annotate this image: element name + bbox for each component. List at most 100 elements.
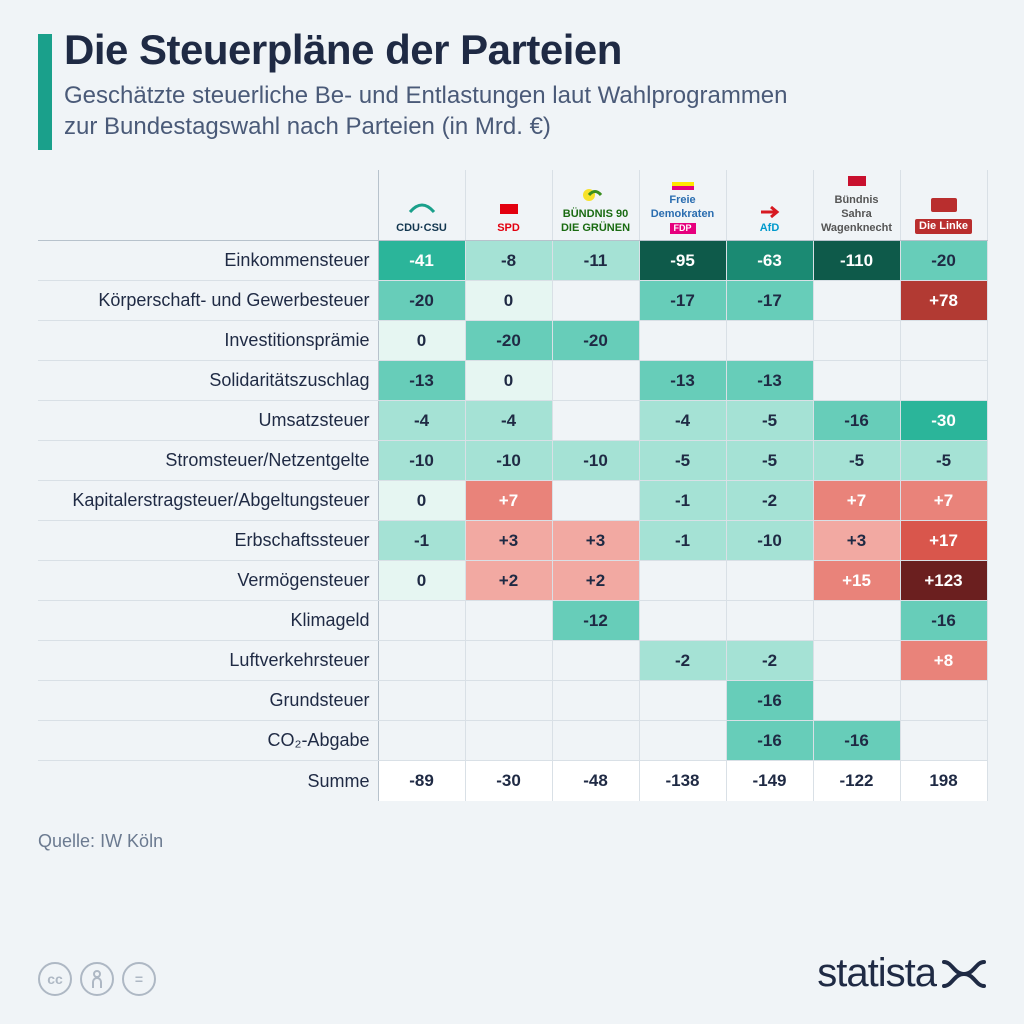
source-line: Quelle: IW Köln (38, 831, 986, 852)
heatmap-table: CDU·CSUSPDBÜNDNIS 90DIE GRÜNENFreieDemok… (38, 170, 988, 801)
page-title: Die Steuerpläne der Parteien (64, 28, 986, 72)
heatmap-cell (639, 601, 726, 641)
heatmap-cell: -16 (726, 721, 813, 761)
party-label: CDU·CSU (396, 223, 447, 234)
heatmap-cell (552, 681, 639, 721)
table-row: Vermögensteuer0+2+2+15+123 (38, 561, 987, 601)
row-label: Umsatzsteuer (38, 401, 378, 441)
footer: cc = statista (38, 951, 986, 996)
heatmap-cell: +3 (813, 521, 900, 561)
heatmap-cell: -12 (552, 601, 639, 641)
party-label: Demokraten (651, 209, 715, 220)
heatmap-cell: -10 (552, 441, 639, 481)
heatmap-cell: -5 (813, 441, 900, 481)
heatmap-cell: -13 (639, 361, 726, 401)
heatmap-cell (378, 601, 465, 641)
table-row: Stromsteuer/Netzentgelte-10-10-10-5-5-5-… (38, 441, 987, 481)
sum-cell: 198 (900, 761, 987, 801)
table-row: Einkommensteuer-41-8-11-95-63-110-20 (38, 241, 987, 281)
heatmap-cell: -20 (378, 281, 465, 321)
party-label: Wagenknecht (821, 223, 892, 234)
heatmap-cell: -5 (900, 441, 987, 481)
heatmap-cell (552, 401, 639, 441)
heatmap-cell: +3 (465, 521, 552, 561)
heatmap-cell: +2 (552, 561, 639, 601)
by-icon (80, 962, 114, 996)
heatmap-cell: -10 (726, 521, 813, 561)
heatmap-cell: -16 (726, 681, 813, 721)
header: Die Steuerpläne der Parteien Geschätzte … (38, 28, 986, 142)
party-label: Sahra (841, 209, 872, 220)
heatmap-cell: -5 (639, 441, 726, 481)
party-header-linke: Die Linke (900, 170, 987, 241)
heatmap-cell: -63 (726, 241, 813, 281)
party-label: Bündnis (835, 195, 879, 206)
party-header-gruene: BÜNDNIS 90 DIE GRÜNEN (552, 170, 639, 241)
party-header-afd: AfD (726, 170, 813, 241)
heatmap-cell: -4 (465, 401, 552, 441)
heatmap-cell: +7 (813, 481, 900, 521)
sum-cell: -48 (552, 761, 639, 801)
row-label: Solidaritätszuschlag (38, 361, 378, 401)
heatmap-cell: -95 (639, 241, 726, 281)
heatmap-cell (378, 721, 465, 761)
table-row: Klimageld-12-16 (38, 601, 987, 641)
row-label: Investitionsprämie (38, 321, 378, 361)
accent-bar (38, 34, 52, 150)
heatmap-cell: +2 (465, 561, 552, 601)
table-row: Kapitalerstragsteuer/Abgeltungsteuer0+7-… (38, 481, 987, 521)
heatmap-cell: -11 (552, 241, 639, 281)
statista-wordmark: statista (817, 951, 936, 996)
heatmap-cell: +7 (465, 481, 552, 521)
row-label: Erbschaftssteuer (38, 521, 378, 561)
heatmap-cell (813, 361, 900, 401)
heatmap-cell (465, 641, 552, 681)
row-label: CO₂-Abgabe (38, 721, 378, 761)
party-label: DIE GRÜNEN (561, 223, 630, 234)
table-row: Grundsteuer-16 (38, 681, 987, 721)
cc-icon-group: cc = (38, 962, 156, 996)
heatmap-cell: -5 (726, 401, 813, 441)
row-label: Einkommensteuer (38, 241, 378, 281)
heatmap-cell (900, 321, 987, 361)
heatmap-cell (552, 481, 639, 521)
heatmap-cell: 0 (465, 281, 552, 321)
heatmap-cell (813, 321, 900, 361)
statista-wave-icon (942, 956, 986, 992)
heatmap-cell (813, 641, 900, 681)
source-label: Quelle: (38, 831, 95, 851)
heatmap-cell: -20 (900, 241, 987, 281)
row-label: Stromsteuer/Netzentgelte (38, 441, 378, 481)
heatmap-cell (552, 721, 639, 761)
heatmap-cell: -4 (378, 401, 465, 441)
party-header-cdu: CDU·CSU (378, 170, 465, 241)
heatmap-cell: -16 (813, 401, 900, 441)
nd-icon: = (122, 962, 156, 996)
heatmap-cell: -20 (552, 321, 639, 361)
heatmap-cell: +3 (552, 521, 639, 561)
heatmap-cell (639, 721, 726, 761)
heatmap-cell (639, 561, 726, 601)
statista-logo: statista (817, 951, 986, 996)
row-label: Luftverkehrsteuer (38, 641, 378, 681)
table-row: Erbschaftssteuer-1+3+3-1-10+3+17 (38, 521, 987, 561)
heatmap-cell (900, 681, 987, 721)
heatmap-cell: -20 (465, 321, 552, 361)
heatmap-cell (639, 321, 726, 361)
heatmap-cell: -10 (378, 441, 465, 481)
heatmap-cell (813, 281, 900, 321)
heatmap-cell: +8 (900, 641, 987, 681)
party-header-bsw: Bündnis Sahra Wagenknecht (813, 170, 900, 241)
heatmap-cell: -8 (465, 241, 552, 281)
heatmap-cell: -13 (726, 361, 813, 401)
heatmap-cell: -41 (378, 241, 465, 281)
party-label: BÜNDNIS 90 (563, 209, 628, 220)
heatmap-cell: -1 (639, 481, 726, 521)
table-row: Investitionsprämie0-20-20 (38, 321, 987, 361)
heatmap-cell: -1 (639, 521, 726, 561)
heatmap-cell: +15 (813, 561, 900, 601)
heatmap-cell (552, 281, 639, 321)
cdu-logo-icon (407, 198, 437, 220)
heatmap-cell: 0 (378, 561, 465, 601)
heatmap-cell: -30 (900, 401, 987, 441)
